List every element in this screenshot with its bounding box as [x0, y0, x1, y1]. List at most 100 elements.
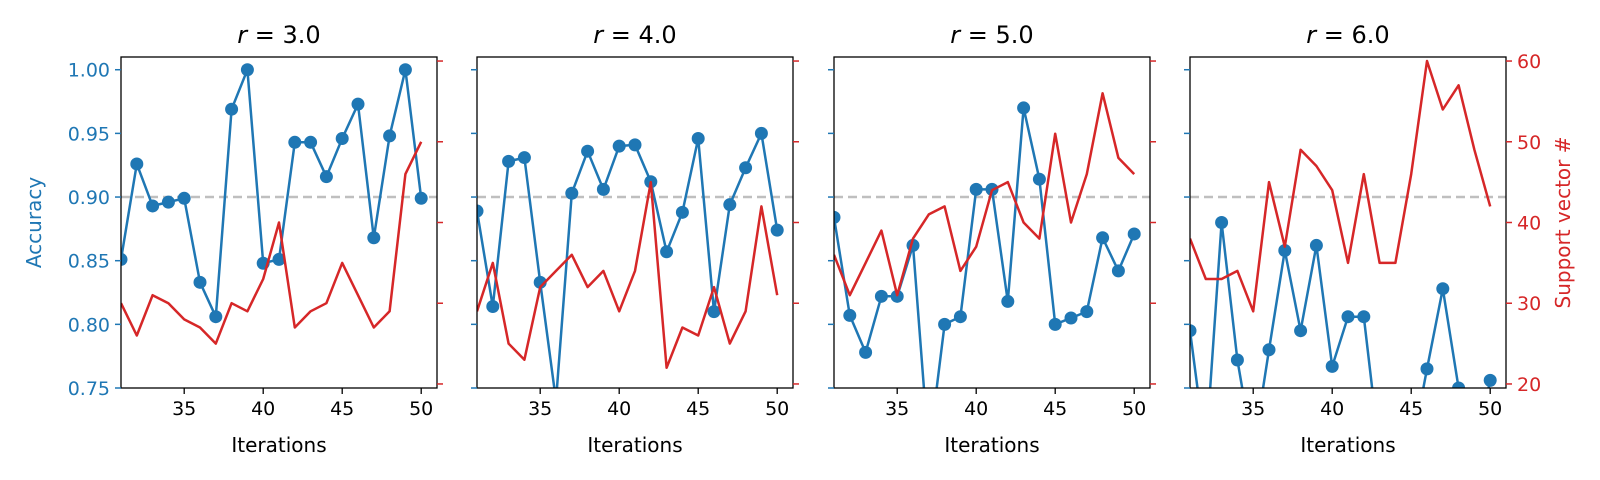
accuracy-point — [660, 245, 674, 259]
accuracy-point — [1436, 282, 1450, 296]
accuracy-point — [1420, 362, 1434, 376]
support-vector-series-line — [834, 92, 1136, 297]
accuracy-point — [1262, 343, 1276, 357]
accuracy-point — [565, 186, 579, 200]
x-tick-label: 45 — [1043, 398, 1067, 420]
accuracy-point — [1048, 317, 1062, 331]
accuracy-point — [304, 135, 318, 149]
axes-frame — [1189, 56, 1507, 389]
panel-title-variable: r — [593, 21, 605, 49]
accuracy-point — [161, 195, 175, 209]
accuracy-point — [1230, 353, 1244, 367]
accuracy-point — [707, 305, 721, 319]
accuracy-point — [1357, 310, 1371, 324]
accuracy-point — [1096, 231, 1110, 245]
x-tick-label: 50 — [1122, 398, 1146, 420]
x-tick-label: 50 — [765, 398, 789, 420]
accuracy-point — [1127, 227, 1141, 241]
x-tick-label: 45 — [1399, 398, 1423, 420]
x-tick-label: 35 — [172, 398, 196, 420]
accuracy-point — [533, 275, 547, 289]
accuracy-point — [398, 63, 412, 77]
panel-title-value: = 4.0 — [603, 21, 677, 49]
accuracy-point — [938, 317, 952, 331]
panel-title-variable: r — [1306, 21, 1318, 49]
x-axis-label: Iterations — [944, 433, 1039, 457]
accuracy-series-line — [121, 68, 423, 318]
axes-frame — [476, 56, 794, 389]
accuracy-point — [240, 63, 254, 77]
accuracy-point — [477, 204, 484, 218]
panel-title-variable: r — [950, 21, 962, 49]
plot-area — [477, 126, 784, 388]
left-y-tick-label: 0.95 — [68, 123, 110, 145]
accuracy-point — [177, 191, 191, 205]
right-y-tick-label: 60 — [1517, 51, 1541, 73]
accuracy-point — [628, 138, 642, 152]
accuracy-point — [581, 144, 595, 158]
accuracy-point — [1001, 294, 1015, 308]
support-vector-series-line — [477, 180, 779, 370]
left-y-tick-label: 1.00 — [68, 60, 110, 82]
x-tick-label: 35 — [1241, 398, 1265, 420]
panel-title-value: = 6.0 — [1316, 21, 1390, 49]
accuracy-point — [723, 198, 737, 212]
accuracy-point — [335, 131, 349, 145]
accuracy-point — [272, 252, 286, 266]
accuracy-point — [770, 223, 784, 237]
accuracy-point — [1032, 172, 1046, 186]
panel-title: r = 6.0 — [1306, 21, 1389, 49]
accuracy-point — [1190, 324, 1197, 338]
plot-area — [1190, 59, 1497, 458]
accuracy-point — [834, 210, 841, 224]
accuracy-point — [1468, 445, 1481, 458]
accuracy-point — [130, 157, 144, 171]
panel-title: r = 4.0 — [593, 21, 676, 49]
accuracy-point — [1278, 244, 1292, 258]
accuracy-point — [225, 102, 239, 116]
axes-frame — [833, 56, 1151, 389]
accuracy-point — [319, 170, 333, 184]
accuracy-point — [121, 252, 128, 266]
plot-area — [121, 63, 428, 345]
accuracy-point — [953, 310, 967, 324]
accuracy-point — [859, 345, 873, 359]
accuracy-point — [517, 151, 531, 165]
accuracy-point — [288, 135, 302, 149]
right-y-tick-label: 30 — [1517, 293, 1541, 315]
left-axis-label: Accuracy — [22, 177, 46, 268]
accuracy-point — [1341, 310, 1355, 324]
accuracy-point — [596, 182, 610, 196]
x-axis-label: Iterations — [231, 433, 326, 457]
right-y-tick-label: 50 — [1517, 132, 1541, 154]
plot-area — [834, 92, 1141, 458]
x-tick-label: 45 — [686, 398, 710, 420]
accuracy-point — [922, 445, 935, 458]
panel-title-value: = 5.0 — [960, 21, 1034, 49]
support-vector-series-line — [1190, 59, 1492, 313]
accuracy-point — [1017, 101, 1031, 115]
x-tick-label: 50 — [1478, 398, 1502, 420]
x-axis-label: Iterations — [587, 433, 682, 457]
chart-panel-1: r = 3.0 35 40 45 50 Iterations 0.75 0.80 0.85 0.9… — [68, 21, 443, 457]
accuracy-point — [1199, 445, 1212, 458]
chart-panel-2: r = 4.0 35 40 45 50 Iterations — [471, 21, 799, 457]
panel-title-variable: r — [237, 21, 249, 49]
left-y-tick-label: 0.75 — [68, 378, 110, 400]
accuracy-point — [739, 161, 753, 175]
x-tick-label: 35 — [528, 398, 552, 420]
x-tick-label: 40 — [607, 398, 631, 420]
accuracy-point — [612, 139, 626, 153]
panel-title-value: = 3.0 — [247, 21, 321, 49]
left-y-tick-label: 0.85 — [68, 251, 110, 273]
accuracy-point — [1325, 359, 1339, 373]
accuracy-point — [843, 308, 857, 322]
accuracy-point — [754, 126, 768, 140]
accuracy-series-line — [477, 132, 779, 388]
accuracy-point — [486, 300, 500, 314]
accuracy-point — [383, 129, 397, 143]
accuracy-series-line — [1190, 221, 1492, 388]
accuracy-point — [1247, 445, 1260, 458]
panel-title: r = 3.0 — [237, 21, 320, 49]
